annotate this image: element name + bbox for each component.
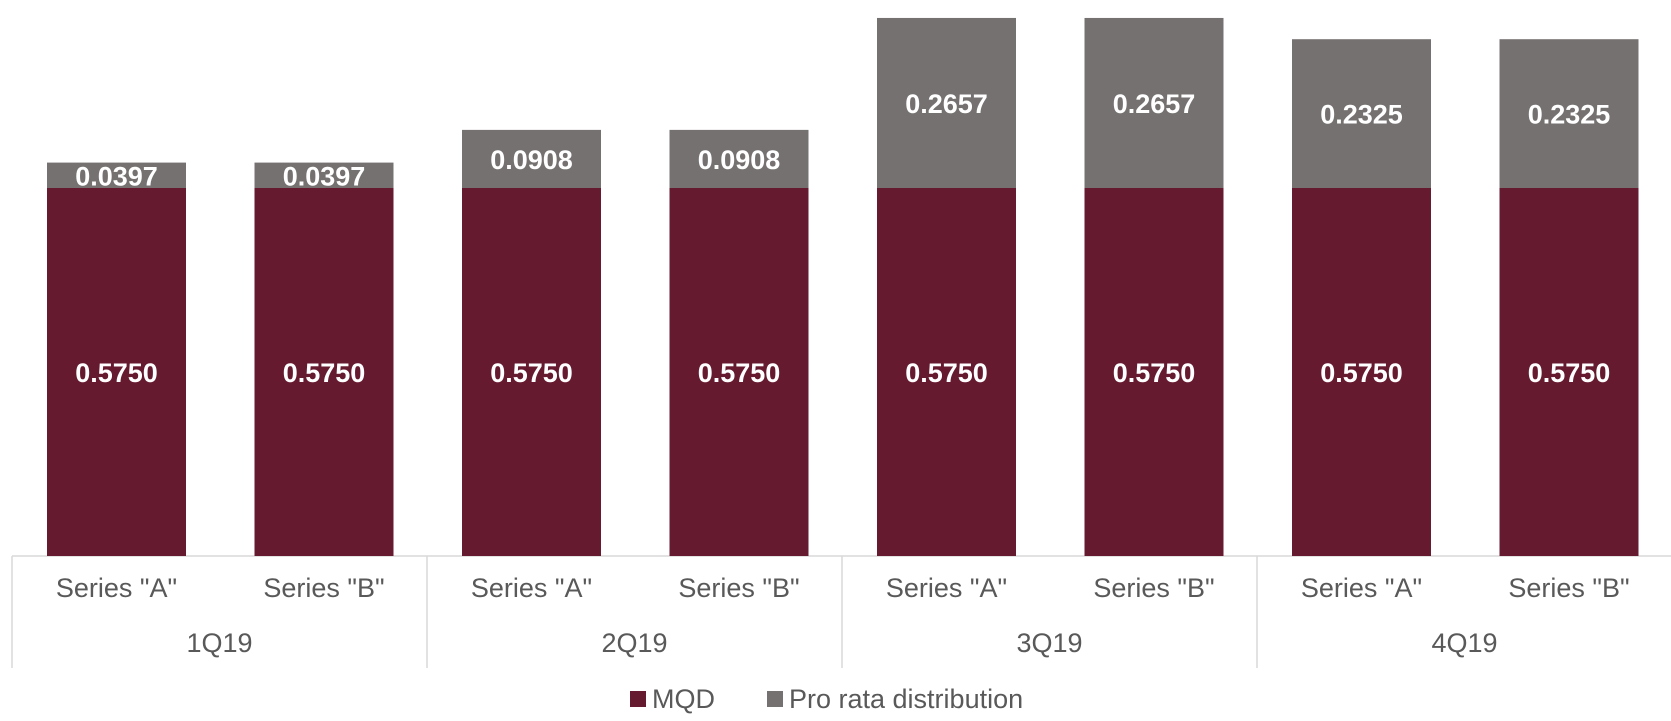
group-label-0: 1Q19 [186,628,252,658]
category-label-3: Series "B" [678,573,799,603]
bar-label-mqd-6: 0.5750 [1320,358,1403,388]
bar-label-pro-rata-1: 0.0397 [283,161,366,191]
bar-pro-rata-4 [877,17,1016,189]
group-label-1: 2Q19 [601,628,667,658]
bar-label-pro-rata-2: 0.0908 [490,145,573,175]
bar-mqd-5 [1084,188,1224,556]
bar-label-mqd-3: 0.5750 [698,358,781,388]
legend-swatch-pro-rata [767,691,783,707]
bar-label-mqd-4: 0.5750 [905,358,988,388]
bar-label-pro-rata-4: 0.2657 [905,89,988,119]
bar-mqd-6 [1292,188,1431,556]
bar-pro-rata-0 [47,162,186,188]
group-label-2: 3Q19 [1016,628,1082,658]
bar-mqd-7 [1499,188,1639,556]
bar-pro-rata-1 [254,162,394,188]
bar-label-mqd-2: 0.5750 [490,358,573,388]
legend-swatch-mqd [630,691,646,707]
bar-mqd-2 [462,188,601,556]
bar-label-mqd-5: 0.5750 [1113,358,1196,388]
bar-pro-rata-6 [1292,39,1431,189]
category-label-2: Series "A" [471,573,592,603]
bar-pro-rata-2 [462,129,601,188]
category-label-4: Series "A" [886,573,1007,603]
bar-mqd-3 [669,188,809,556]
bar-label-pro-rata-0: 0.0397 [75,161,158,191]
axis-lines [11,555,1671,668]
bars [47,17,1639,556]
bar-mqd-1 [254,188,394,556]
bar-pro-rata-3 [669,129,809,188]
bar-label-pro-rata-7: 0.2325 [1528,100,1611,130]
bar-label-pro-rata-6: 0.2325 [1320,100,1403,130]
bar-mqd-4 [877,188,1016,556]
category-labels: Series "A" Series "B" Series "A" Series "B"… [56,573,1630,603]
category-label-5: Series "B" [1093,573,1214,603]
group-label-3: 4Q19 [1431,628,1497,658]
legend: MQD Pro rata distribution [630,684,1023,714]
legend-label-pro-rata: Pro rata distribution [789,684,1023,714]
category-label-0: Series "A" [56,573,177,603]
bar-label-mqd-7: 0.5750 [1528,358,1611,388]
bar-pro-rata-5 [1084,17,1224,189]
legend-label-mqd: MQD [652,684,715,714]
bar-mqd-0 [47,188,186,556]
category-label-6: Series "A" [1301,573,1422,603]
group-labels: 1Q19 2Q19 3Q19 4Q19 [186,628,1497,658]
category-label-7: Series "B" [1508,573,1629,603]
bar-label-mqd-0: 0.5750 [75,358,158,388]
category-label-1: Series "B" [263,573,384,603]
bar-label-pro-rata-3: 0.0908 [698,145,781,175]
bar-labels: 0.5750 0.0397 0.5750 0.0397 0.5750 0.0908 0.57… [75,89,1610,388]
bar-label-mqd-1: 0.5750 [283,358,366,388]
bar-pro-rata-7 [1499,39,1639,189]
bar-label-pro-rata-5: 0.2657 [1113,89,1196,119]
